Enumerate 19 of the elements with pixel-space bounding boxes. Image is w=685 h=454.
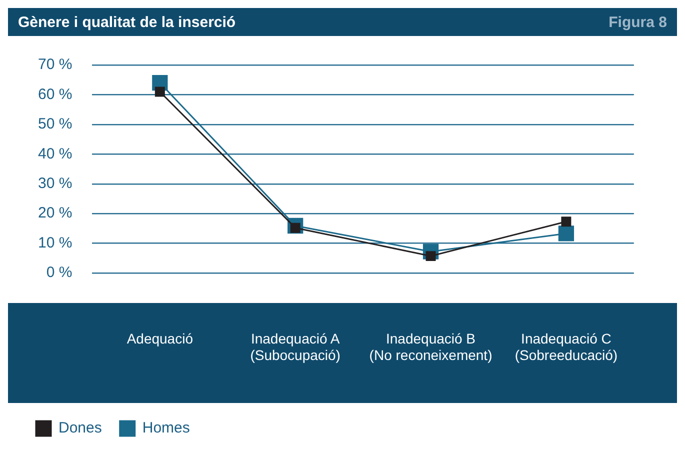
y-tick-label: 20 % — [38, 204, 72, 222]
x-tick-label: Inadequació B (No reconeixement) — [369, 330, 492, 364]
y-tick-label: 60 % — [38, 86, 72, 103]
text: Figura 8 — [608, 14, 667, 30]
y-tick-label: 50 % — [38, 116, 72, 133]
y-tick-label: 70 % — [38, 56, 72, 74]
y-tick-label: 10 % — [38, 234, 72, 252]
x-tick-label: Inadequació A (Subocupació) — [250, 330, 340, 364]
point — [154, 86, 165, 97]
x-tick-label: Inadequació C (Sobreeducació) — [514, 330, 618, 364]
legend-label: Dones — [58, 420, 102, 437]
y-tick-label: 30 % — [38, 175, 72, 192]
x-tick-label: Adequació — [126, 330, 194, 346]
point — [561, 216, 572, 227]
legend-label: Homes — [142, 420, 190, 437]
point — [558, 226, 574, 242]
y-tick-label: 40 % — [38, 145, 72, 162]
y-tick-label: 0 % — [46, 264, 72, 282]
chart-title: Gènere i qualitat de la inserció — [18, 14, 236, 30]
